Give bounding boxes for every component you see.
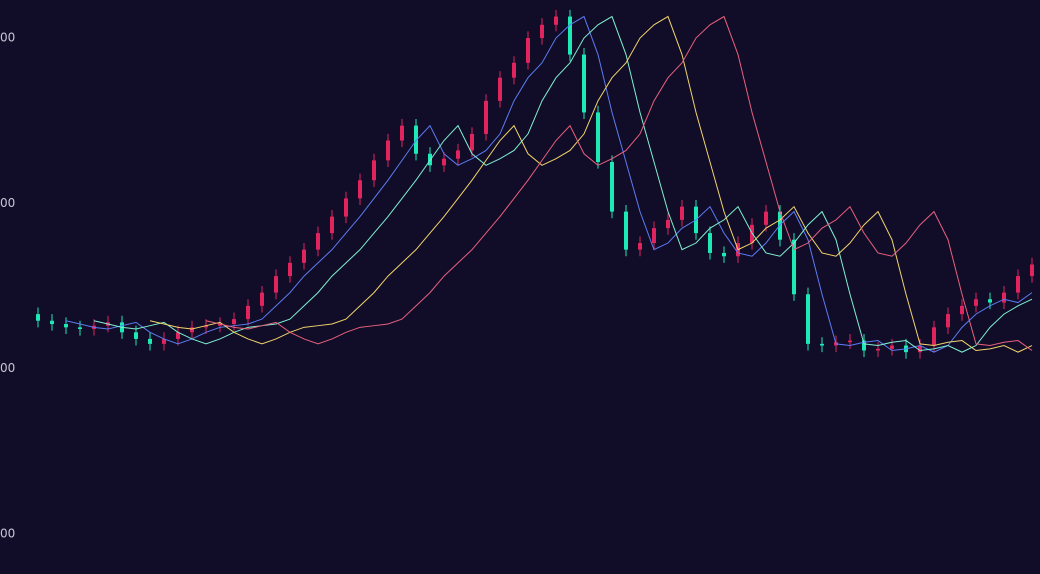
y-tick-label: 00 [0, 526, 15, 540]
candle-body [400, 125, 404, 141]
moving-average-line [205, 15, 1033, 351]
candle-body [680, 206, 684, 220]
candle-body [134, 332, 138, 339]
candle-body [932, 327, 936, 346]
candle-body [484, 100, 488, 134]
candle-body [722, 252, 726, 257]
candle-body [1030, 264, 1034, 277]
candle-body [988, 299, 992, 303]
candle-body [176, 332, 180, 339]
candle-body [918, 345, 922, 353]
candle-body [288, 262, 292, 277]
candle-body [862, 340, 866, 351]
moving-average-line [65, 15, 1033, 353]
candle-body [274, 276, 278, 293]
candle-body [554, 16, 558, 25]
candle-body [708, 233, 712, 253]
candle-body [974, 299, 978, 306]
candle-body [386, 140, 390, 161]
candle-body [764, 211, 768, 225]
candle-body [666, 219, 670, 229]
candle-body [638, 243, 642, 250]
candle-body [596, 112, 600, 163]
y-tick-label: 00 [0, 31, 15, 45]
candle-body [946, 314, 950, 328]
candle-body [414, 125, 418, 154]
candle-body [372, 160, 376, 181]
candle-body [876, 348, 880, 351]
candle-body [456, 150, 460, 159]
candle-body [64, 324, 68, 328]
candle-body [652, 228, 656, 244]
candle-body [190, 327, 194, 333]
candle-body [316, 233, 320, 250]
candle-body [148, 338, 152, 344]
candle-body [540, 24, 544, 39]
candle-body [330, 216, 334, 234]
candle-body [470, 133, 474, 151]
candle-body [820, 343, 824, 346]
candle-body [78, 327, 82, 329]
candle-body [218, 324, 222, 326]
candle-body [498, 77, 502, 101]
candle-body [50, 320, 54, 325]
candle-body [512, 62, 516, 78]
candle-body [442, 158, 446, 166]
candle-body [792, 239, 796, 295]
candle-body [204, 325, 208, 328]
candle-body [302, 249, 306, 263]
candle-body [960, 305, 964, 315]
candle-body [358, 180, 362, 199]
moving-average-line [93, 15, 1033, 353]
y-tick-label: 00 [0, 196, 15, 210]
candle-body [260, 292, 264, 306]
y-tick-label: 00 [0, 361, 15, 375]
candle-body [582, 54, 586, 113]
candle-body [890, 345, 894, 349]
candle-body [526, 38, 530, 63]
candle-body [344, 198, 348, 217]
candle-body [568, 16, 572, 55]
candle-body [162, 338, 166, 344]
candle-body [232, 319, 236, 325]
candle-body [1016, 276, 1020, 293]
candle-body [36, 314, 40, 321]
candle-body [848, 340, 852, 343]
candle-body [778, 211, 782, 240]
candle-body [610, 162, 614, 212]
candle-body [806, 294, 810, 344]
candle-body [624, 211, 628, 250]
candle-body [1002, 292, 1006, 303]
candle-body [246, 305, 250, 320]
moving-average-line [149, 15, 1033, 353]
